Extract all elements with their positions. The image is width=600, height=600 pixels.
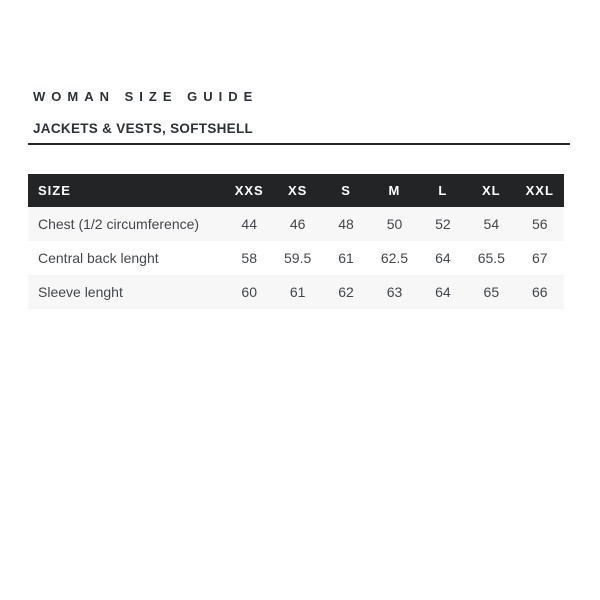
size-value-cell: 66: [531, 284, 548, 300]
size-table-body: Chest (1/2 circumference) 44 46 48 50 52 54 56 C…: [28, 207, 564, 309]
size-value-cell: 48: [338, 216, 354, 232]
table-row: Sleeve lenght 60 61 62 63 64 65 66: [28, 275, 564, 309]
size-table-header-row: SIZE XXS XS S M L XL XXL: [28, 174, 564, 207]
row-label: Chest (1/2 circumference): [38, 216, 200, 232]
size-value-cell: 64: [435, 284, 451, 300]
size-value-cell: 65.5: [477, 250, 505, 266]
size-value-cell: 62.5: [380, 250, 409, 266]
size-value-cell: 46: [289, 216, 306, 232]
size-table: SIZE XXS XS S M L XL XXL Chest (1/2 circumferen…: [28, 174, 564, 309]
header-cell-l: L: [418, 174, 468, 207]
header-cell-size: SIZE: [28, 174, 225, 207]
row-label: Central back lenght: [38, 250, 159, 266]
page-title: WOMAN SIZE GUIDE: [33, 89, 259, 104]
size-value-cell: 58: [241, 250, 257, 266]
size-value-cell: 54: [483, 216, 500, 232]
size-value-cell: 59.5: [284, 250, 312, 266]
header-cell-xxs: XXS: [225, 174, 274, 207]
size-guide-page: WOMAN SIZE GUIDE JACKETS & VESTS, SOFTSH…: [28, 0, 570, 309]
header-cell-m: M: [370, 174, 419, 207]
size-value-cell: 64: [435, 250, 451, 266]
size-value-cell: 67: [531, 250, 548, 266]
size-value-cell: 63: [386, 284, 403, 300]
row-label: Sleeve lenght: [38, 284, 123, 300]
header-cell-xl: XL: [467, 174, 516, 207]
size-table-head: SIZE XXS XS S M L XL XXL: [28, 174, 564, 207]
size-value-cell: 44: [241, 216, 257, 232]
size-value-cell: 61: [338, 250, 354, 266]
category-subtitle: JACKETS & VESTS, SOFTSHELL: [33, 121, 254, 136]
table-row: Central back lenght 58 59.5 61 62.5 64 65.5 67: [28, 241, 564, 275]
header-cell-s: S: [321, 174, 371, 207]
size-value-cell: 56: [531, 216, 548, 232]
size-value-cell: 62: [338, 284, 354, 300]
table-row: Chest (1/2 circumference) 44 46 48 50 52 54 56: [28, 207, 564, 241]
size-value-cell: 61: [289, 284, 306, 300]
size-value-cell: 52: [435, 216, 451, 232]
size-value-cell: 50: [386, 216, 403, 232]
size-value-cell: 60: [241, 284, 257, 300]
header-cell-xxl: XXL: [515, 174, 564, 207]
header-cell-xs: XS: [273, 174, 322, 207]
divider-rule: [28, 143, 570, 145]
size-value-cell: 65: [483, 284, 500, 300]
